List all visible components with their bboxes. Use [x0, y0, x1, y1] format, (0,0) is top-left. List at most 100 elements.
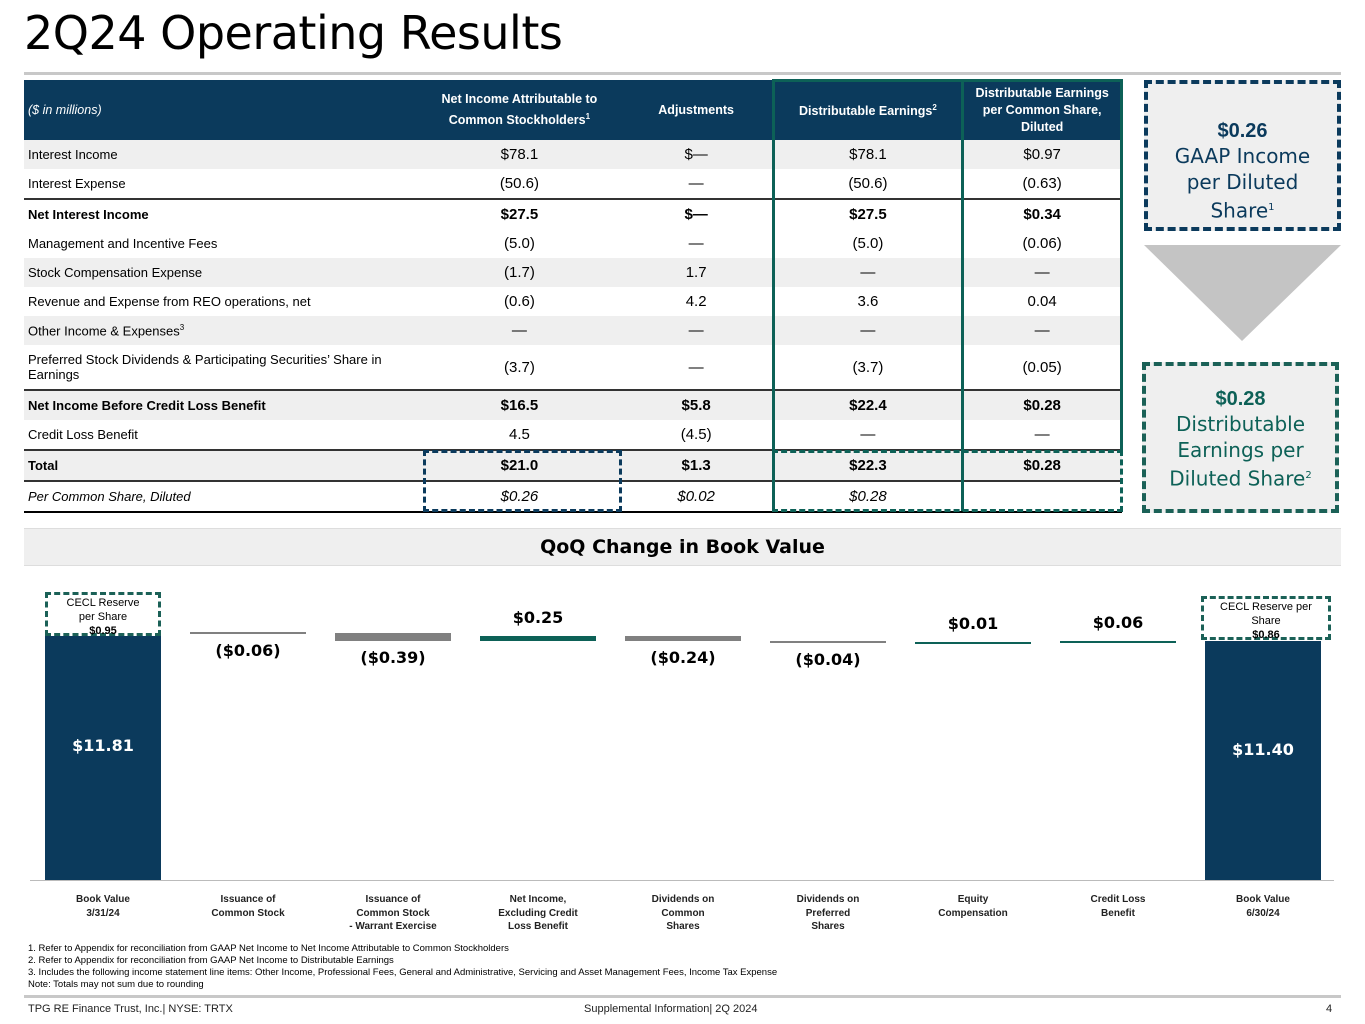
table-row: Other Income & Expenses3 — — — — [24, 316, 1122, 345]
cell-adjustments: $— [618, 198, 774, 229]
footnote: 1. Refer to Appendix for reconciliation … [28, 943, 509, 954]
header-label: ($ in millions) [24, 80, 421, 140]
cecl-reserve-box: CECL Reserve per Share $0.95 [45, 591, 161, 637]
category-label: Dividends on Common Shares [651, 894, 715, 932]
table-row: Total $21.0 $1.3 $22.3 $0.28 [24, 449, 1122, 481]
operating-results-table: ($ in millions) Net Income Attributable … [24, 80, 1122, 513]
cecl-value: $0.95 [89, 624, 117, 637]
waterfall-bar [190, 631, 306, 634]
cell-net-income: $0.26 [420, 480, 619, 512]
cell-net-income: $21.0 [420, 449, 619, 481]
cell-adjustments: $0.02 [618, 480, 774, 512]
row-label: Interest Income [24, 140, 421, 169]
cell-net-income: (50.6) [420, 169, 619, 199]
cell-per-share: $0.97 [962, 140, 1122, 169]
page-title: 2Q24 Operating Results [24, 6, 563, 60]
waterfall-bar [625, 636, 741, 642]
de-callout-text: Distributable Earnings per Diluted Share… [1169, 412, 1312, 491]
cell-net-income: — [420, 316, 619, 345]
cell-per-share: $0.34 [962, 198, 1122, 229]
category-label: Book Value 6/30/24 [1236, 894, 1290, 919]
cell-net-income: 4.5 [420, 420, 619, 450]
row-label: Per Common Share, Diluted [24, 480, 421, 512]
cell-adjustments: $5.8 [618, 389, 774, 420]
category-label: Issuance of Common Stock [211, 894, 285, 919]
waterfall-bar [1060, 640, 1176, 643]
category-label: Book Value 3/31/24 [76, 894, 130, 919]
cell-net-income: $78.1 [420, 140, 619, 169]
table-header-row: ($ in millions) Net Income Attributable … [24, 80, 1122, 140]
footnote: 2. Refer to Appendix for reconciliation … [28, 955, 394, 966]
header-net-income: Net Income Attributable to Common Stockh… [420, 80, 619, 140]
row-label: Other Income & Expenses3 [24, 316, 421, 345]
category-label: Net Income, Excluding Credit Loss Benefit [498, 894, 578, 932]
gaap-callout-value: $0.26 [1217, 120, 1268, 142]
row-label: Stock Compensation Expense [24, 258, 421, 287]
table-row: Credit Loss Benefit 4.5 (4.5) — — [24, 420, 1122, 450]
cell-adjustments: $— [618, 140, 774, 169]
cell-net-income: $16.5 [420, 389, 619, 420]
category-label: Dividends on Preferred Shares [796, 894, 860, 932]
cell-adjustments: 1.7 [618, 258, 774, 287]
cell-net-income: (0.6) [420, 287, 619, 316]
cell-distributable: $78.1 [773, 140, 963, 169]
data-label: $0.06 [1092, 612, 1144, 632]
cell-distributable: — [773, 420, 963, 450]
chart-title: QoQ Change in Book Value [24, 528, 1341, 566]
cell-distributable: $0.28 [773, 480, 963, 512]
cell-per-share: (0.05) [962, 345, 1122, 390]
cell-distributable: $22.3 [773, 449, 963, 481]
waterfall-bar [45, 631, 161, 880]
table-row: Per Common Share, Diluted $0.26 $0.02 $0… [24, 480, 1122, 512]
category-label: Credit Loss Benefit [1090, 894, 1146, 919]
header-adjustments: Adjustments [618, 80, 774, 140]
data-label: ($0.04) [795, 650, 861, 670]
waterfall-bar [915, 641, 1031, 644]
cell-adjustments: 4.2 [618, 287, 774, 316]
cell-per-share: 0.04 [962, 287, 1122, 316]
distributable-earnings-callout: $0.28 Distributable Earnings per Diluted… [1142, 362, 1339, 513]
down-arrow-icon [1144, 245, 1341, 341]
table-row: Preferred Stock Dividends & Participatin… [24, 345, 1122, 390]
footnote: Note: Totals may not sum due to rounding [28, 979, 204, 990]
header-distributable-earnings: Distributable Earnings2 [773, 80, 963, 140]
cell-net-income: (1.7) [420, 258, 619, 287]
cell-distributable: — [773, 316, 963, 345]
footnote: 3. Includes the following income stateme… [28, 967, 778, 978]
row-label: Total [24, 449, 421, 481]
row-label: Net Interest Income [24, 198, 421, 229]
cecl-reserve-box: CECL Reserve per Share $0.86 [1201, 595, 1331, 641]
row-label: Credit Loss Benefit [24, 420, 421, 450]
cell-distributable: (5.0) [773, 229, 963, 258]
row-label: Revenue and Expense from REO operations,… [24, 287, 421, 316]
cecl-label: CECL Reserve per Share [66, 596, 140, 623]
cell-per-share: (0.06) [962, 229, 1122, 258]
category-label: Equity Compensation [938, 894, 1008, 919]
footer-company: TPG RE Finance Trust, Inc.| NYSE: TRTX [28, 1003, 233, 1015]
cell-adjustments: (4.5) [618, 420, 774, 450]
data-label: $11.40 [1232, 740, 1294, 760]
cell-distributable: (50.6) [773, 169, 963, 199]
de-callout-value: $0.28 [1215, 388, 1266, 410]
footnotes: 1. Refer to Appendix for reconciliation … [28, 943, 777, 991]
table-row: Interest Expense (50.6) — (50.6) (0.63) [24, 169, 1122, 199]
cell-per-share [962, 480, 1122, 512]
cell-adjustments: — [618, 345, 774, 390]
title-divider [24, 72, 1341, 75]
data-label: $0.01 [947, 613, 999, 633]
cell-per-share: — [962, 420, 1122, 450]
cecl-label: CECL Reserve per Share [1220, 600, 1312, 627]
cell-net-income: (3.7) [420, 345, 619, 390]
table-row: Management and Incentive Fees (5.0) — (5… [24, 229, 1122, 258]
header-per-share: Distributable Earnings per Common Share,… [962, 80, 1122, 140]
cell-per-share: (0.63) [962, 169, 1122, 199]
footer-divider [24, 995, 1341, 998]
data-label: $0.25 [512, 608, 564, 628]
cell-distributable: $22.4 [773, 389, 963, 420]
cell-adjustments: — [618, 316, 774, 345]
waterfall-bar [335, 633, 451, 642]
table-row: Net Interest Income $27.5 $— $27.5 $0.34 [24, 198, 1122, 229]
cell-distributable: $27.5 [773, 198, 963, 229]
chart-axis-line [30, 880, 1334, 881]
row-label: Management and Incentive Fees [24, 229, 421, 258]
